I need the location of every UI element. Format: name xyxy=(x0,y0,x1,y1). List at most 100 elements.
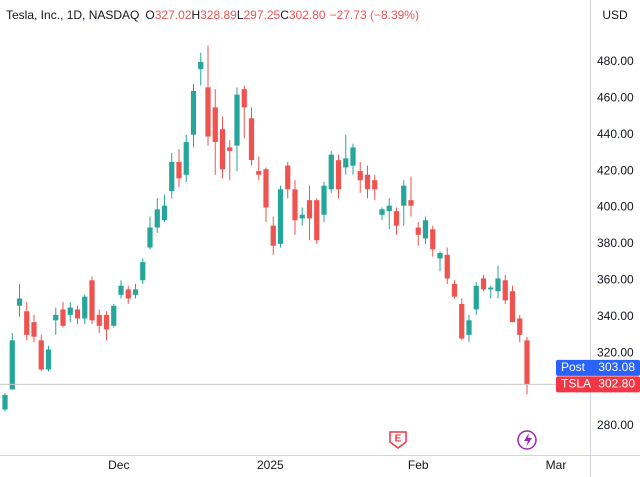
y-tick-label: 420.00 xyxy=(597,163,634,177)
price-tag-name: Post xyxy=(561,360,586,374)
candle-body xyxy=(89,280,95,321)
change: −27.73 (−8.39%) xyxy=(330,8,419,22)
candle-body xyxy=(103,314,110,330)
candle-body xyxy=(169,161,175,192)
candle-body xyxy=(321,185,327,215)
candle-body xyxy=(451,283,458,297)
candle-body xyxy=(205,87,211,137)
event-icon[interactable]: E xyxy=(389,431,407,449)
candle-body xyxy=(270,225,276,246)
candle-body xyxy=(140,262,146,281)
candle-body xyxy=(379,209,385,215)
candle-body xyxy=(82,296,88,319)
candle-body xyxy=(343,158,349,168)
y-tick-label: 380.00 xyxy=(597,236,634,250)
ohlc-value: 327.02 xyxy=(155,8,192,22)
ohlc-key: L xyxy=(237,8,244,22)
candle-body xyxy=(350,147,356,166)
y-tick-label: 400.00 xyxy=(597,200,634,214)
candle-body xyxy=(16,298,23,306)
x-tick-label: Dec xyxy=(108,458,129,472)
y-tick-label: 320.00 xyxy=(597,345,634,359)
candle-body xyxy=(212,107,218,142)
candle-body xyxy=(524,340,530,385)
candle-body xyxy=(495,278,501,292)
candle-body xyxy=(241,89,247,108)
candle-body xyxy=(285,165,291,190)
ohlc-value: 297.25 xyxy=(244,8,281,22)
price-tag-value: 303.08 xyxy=(598,360,635,374)
y-tick-label: 360.00 xyxy=(597,272,634,286)
candle-body xyxy=(24,311,30,335)
candle-body xyxy=(125,289,131,299)
candle-body xyxy=(401,185,407,206)
candle-body xyxy=(198,61,204,70)
candle-body xyxy=(2,394,8,410)
candle-body xyxy=(147,227,153,248)
candle-body xyxy=(96,314,102,326)
candle-body xyxy=(357,171,363,181)
candle-body xyxy=(118,285,124,295)
ohlc-value: 328.89 xyxy=(200,8,237,22)
candle-body xyxy=(60,309,66,326)
candle-body xyxy=(335,160,342,190)
candle-body xyxy=(415,227,421,235)
candle-body xyxy=(38,340,44,370)
earnings-letter: E xyxy=(395,434,402,445)
candle-body xyxy=(480,278,487,290)
candle-body xyxy=(111,305,117,326)
candle-body xyxy=(292,189,298,221)
y-tick-label: 340.00 xyxy=(597,309,634,323)
bolt xyxy=(524,433,532,447)
x-tick-label: 2025 xyxy=(257,458,284,472)
candle-body xyxy=(459,303,465,339)
candle-body xyxy=(466,320,472,335)
candle-body xyxy=(234,94,240,146)
candle-body xyxy=(437,252,443,259)
candle-body xyxy=(263,169,269,208)
candle-body xyxy=(190,91,197,135)
symbol-title: Tesla, Inc., 1D, NASDAQ xyxy=(6,8,139,22)
candle-body xyxy=(31,322,37,337)
price-tag-name: TSLA xyxy=(561,377,591,391)
candle-body xyxy=(219,129,226,170)
price-tag xyxy=(556,376,640,393)
candle-body xyxy=(67,307,73,315)
price-tag xyxy=(556,359,640,376)
candle-body xyxy=(430,229,436,250)
y-tick-label: 460.00 xyxy=(597,90,634,104)
candle-body xyxy=(314,200,320,241)
candle-body xyxy=(509,291,516,323)
candle-body xyxy=(74,309,81,319)
candle-body xyxy=(256,171,262,175)
candle-body xyxy=(393,211,400,226)
ohlc-key: H xyxy=(191,8,200,22)
ohlc-value: 302.80 xyxy=(289,8,326,22)
ohlc-key: C xyxy=(280,8,289,22)
candle-body xyxy=(488,287,494,290)
candle-body xyxy=(299,214,305,219)
y-tick-label: 440.00 xyxy=(597,127,634,141)
candle-body xyxy=(422,220,429,239)
candle-body xyxy=(364,174,371,190)
x-tick-label: Feb xyxy=(408,458,429,472)
candle-body xyxy=(517,318,523,335)
price-tag-value: 302.80 xyxy=(598,377,635,391)
candle-body xyxy=(277,189,284,244)
candle-body xyxy=(473,285,479,310)
x-tick-label: Mar xyxy=(546,458,567,472)
candle-body xyxy=(154,209,160,228)
legend: Tesla, Inc., 1D, NASDAQ O327.02H328.89L29… xyxy=(6,8,419,22)
y-tick-label: 280.00 xyxy=(597,418,634,432)
candle-body xyxy=(53,314,59,321)
y-tick-label: 480.00 xyxy=(597,54,634,68)
candle-body xyxy=(444,254,450,279)
earnings-badge[interactable] xyxy=(389,431,407,449)
candle-body xyxy=(328,154,334,190)
candle-body xyxy=(161,205,168,221)
candle-body xyxy=(132,289,139,295)
dividend-icon[interactable] xyxy=(517,430,537,450)
ohlc-key: O xyxy=(145,8,154,22)
currency: USD xyxy=(602,8,628,22)
